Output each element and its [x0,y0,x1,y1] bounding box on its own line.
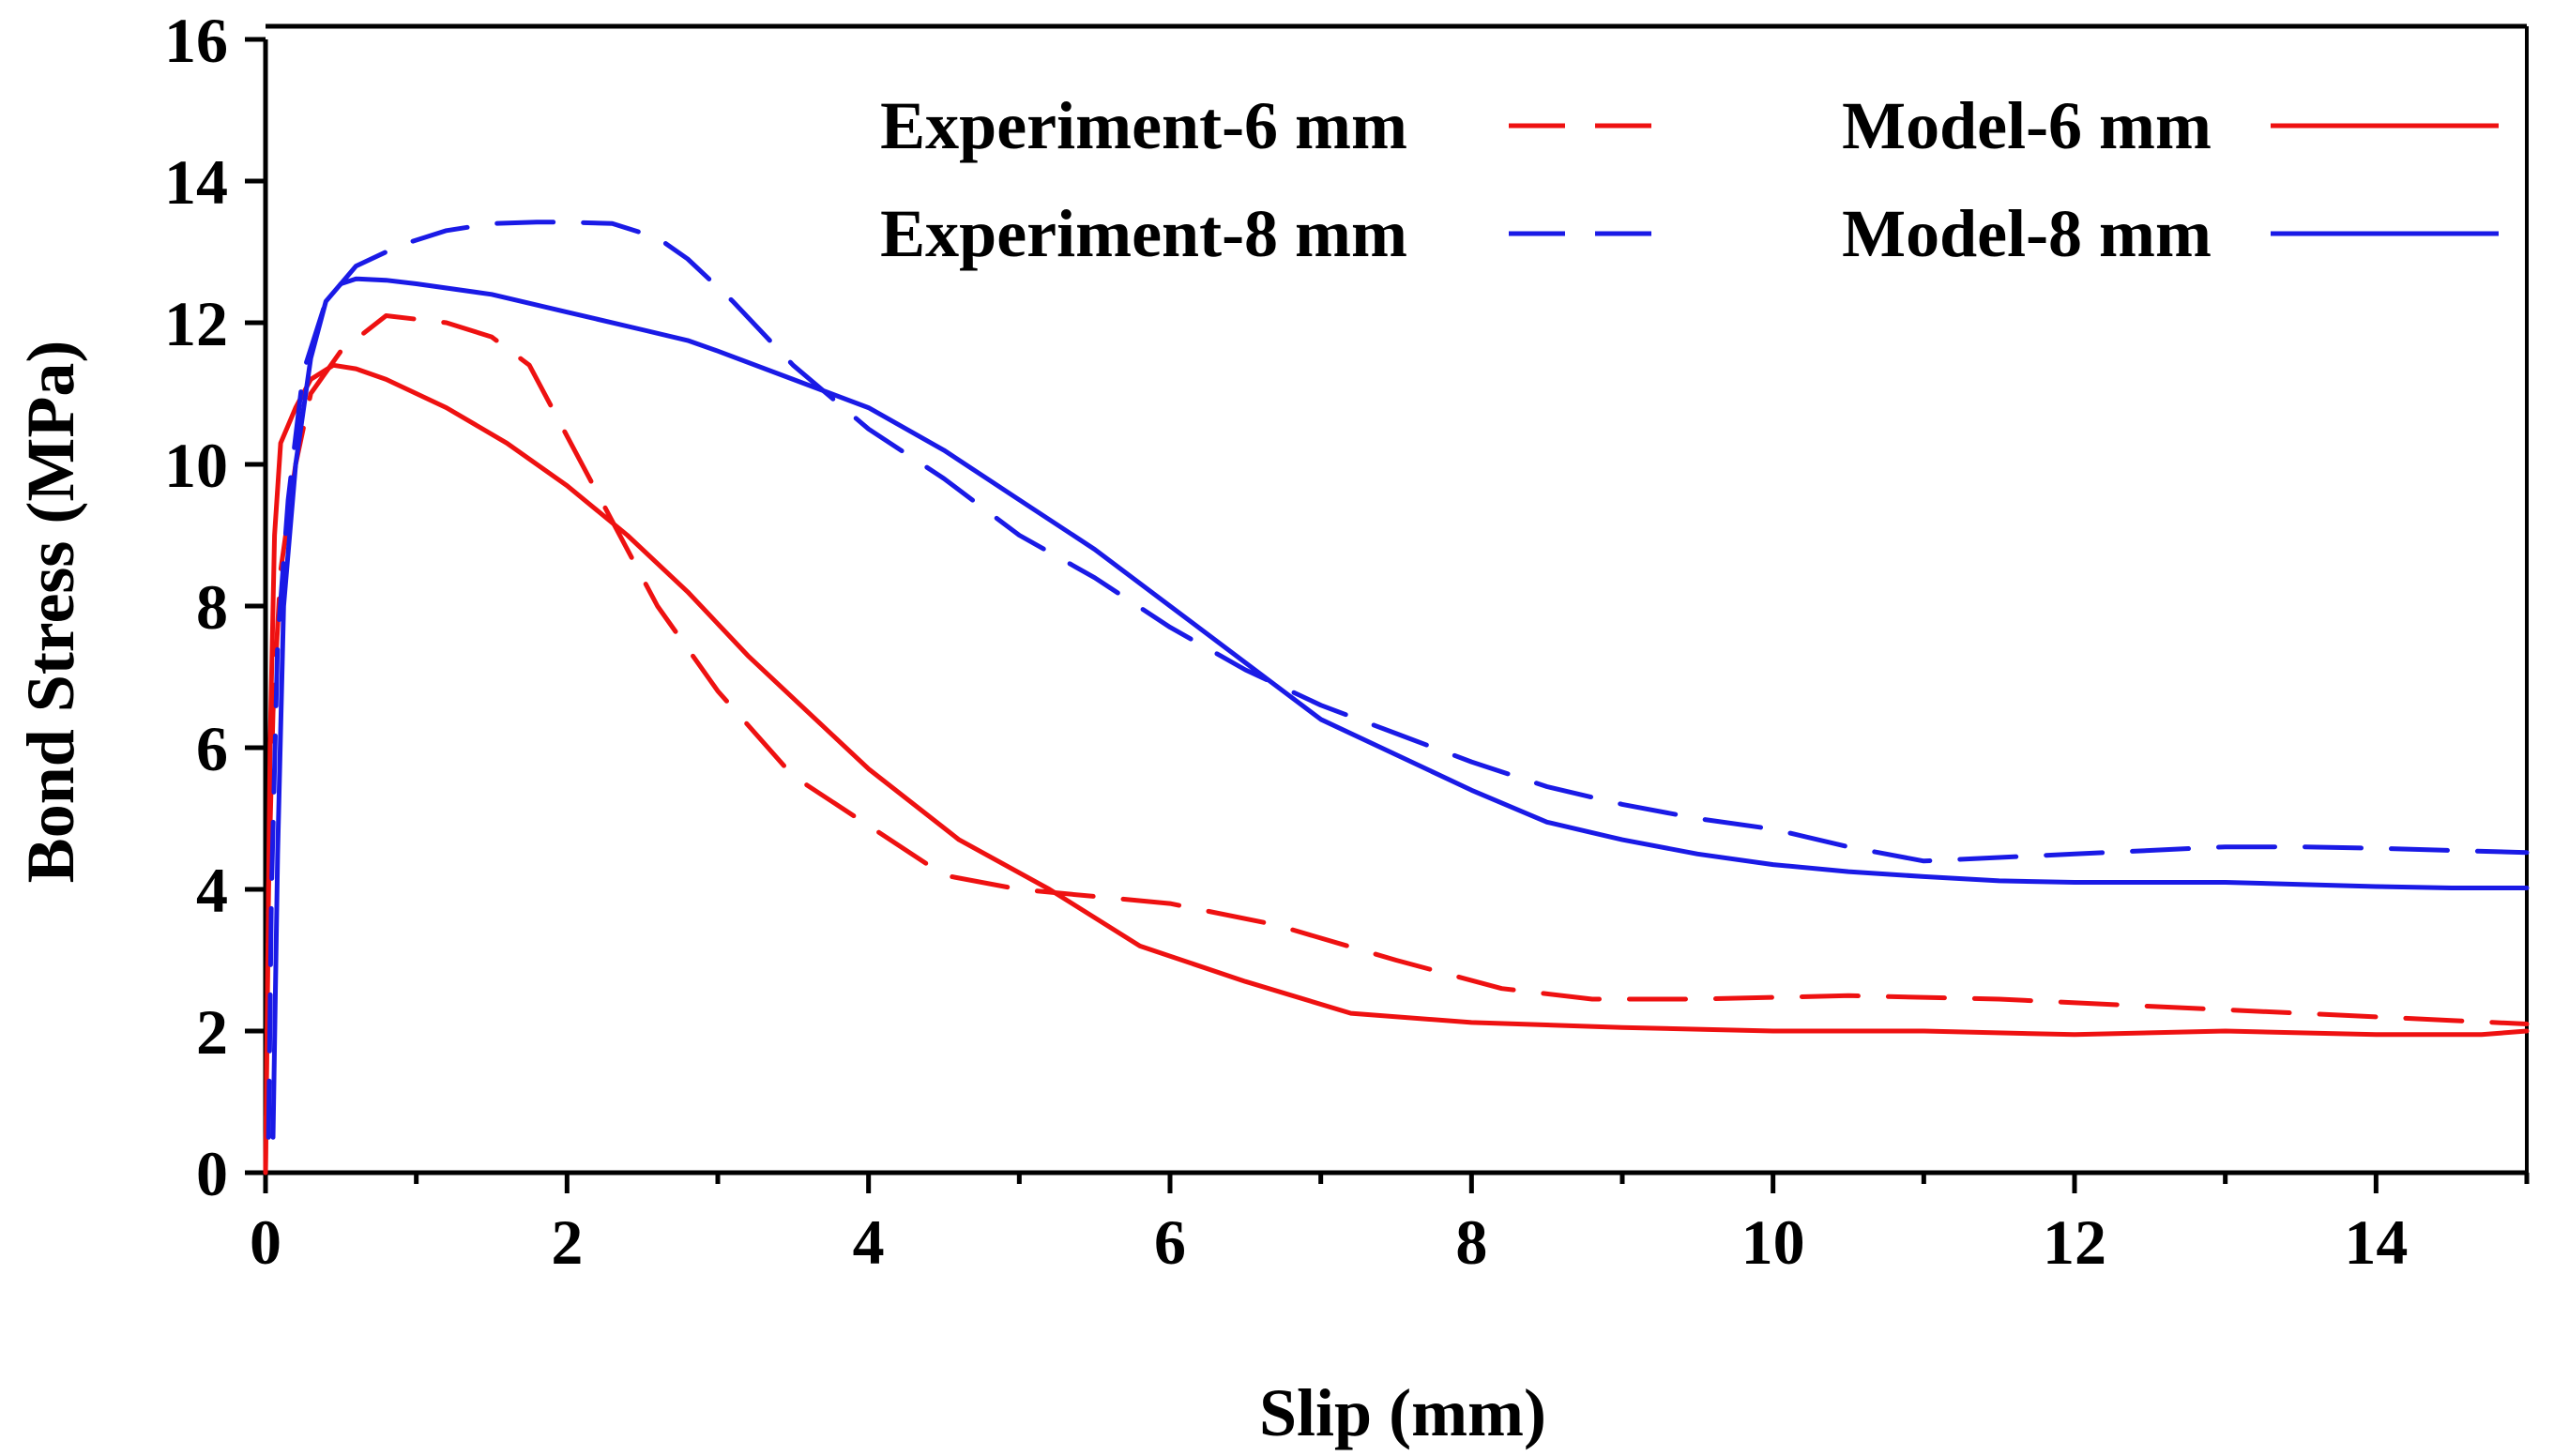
legend-label-model-8-mm: Model-8 mm [1842,196,2212,271]
series-layer [263,220,2530,1175]
y-tick-label: 2 [196,996,228,1068]
x-tick-label: 14 [2344,1206,2408,1278]
y-tick-label: 4 [196,855,228,926]
legend-label-experiment-6-mm: Experiment-6 mm [880,88,1407,163]
x-tick-label: 12 [2043,1206,2106,1278]
y-tick-label: 12 [164,288,228,359]
x-axis-title: Slip (mm) [1259,1375,1546,1450]
series-line-experiment-6-mm [263,313,2530,1175]
x-tick-label: 10 [1741,1206,1805,1278]
x-tick-label: 4 [853,1206,885,1278]
x-tick-label: 0 [250,1206,281,1278]
series-line-model-6-mm [263,362,2530,1175]
axes-layer: 0 2 4 6 8 10 12 14 16 0 2 4 6 8 10 12 14 [164,5,2530,1278]
x-tick-label: 6 [1154,1206,1186,1278]
y-tick-label: 16 [164,5,228,76]
legend-label-experiment-8-mm: Experiment-8 mm [880,196,1407,271]
y-tick-label: 0 [196,1138,228,1209]
y-tick-label: 14 [164,146,228,218]
legend: Experiment-6 mm Experiment-8 mm Model-6 mm… [880,88,2499,271]
x-tick-label: 8 [1455,1206,1487,1278]
series-line-experiment-8-mm [266,220,2530,1140]
legend-label-model-6-mm: Model-6 mm [1842,88,2212,163]
y-tick-label: 6 [196,713,228,784]
series-line-model-8-mm [270,276,2530,1140]
y-tick-label: 8 [196,571,228,643]
y-tick-label: 10 [164,430,228,501]
y-axis-title: Bond Stress (MPa) [13,341,88,884]
x-tick-label: 2 [551,1206,583,1278]
